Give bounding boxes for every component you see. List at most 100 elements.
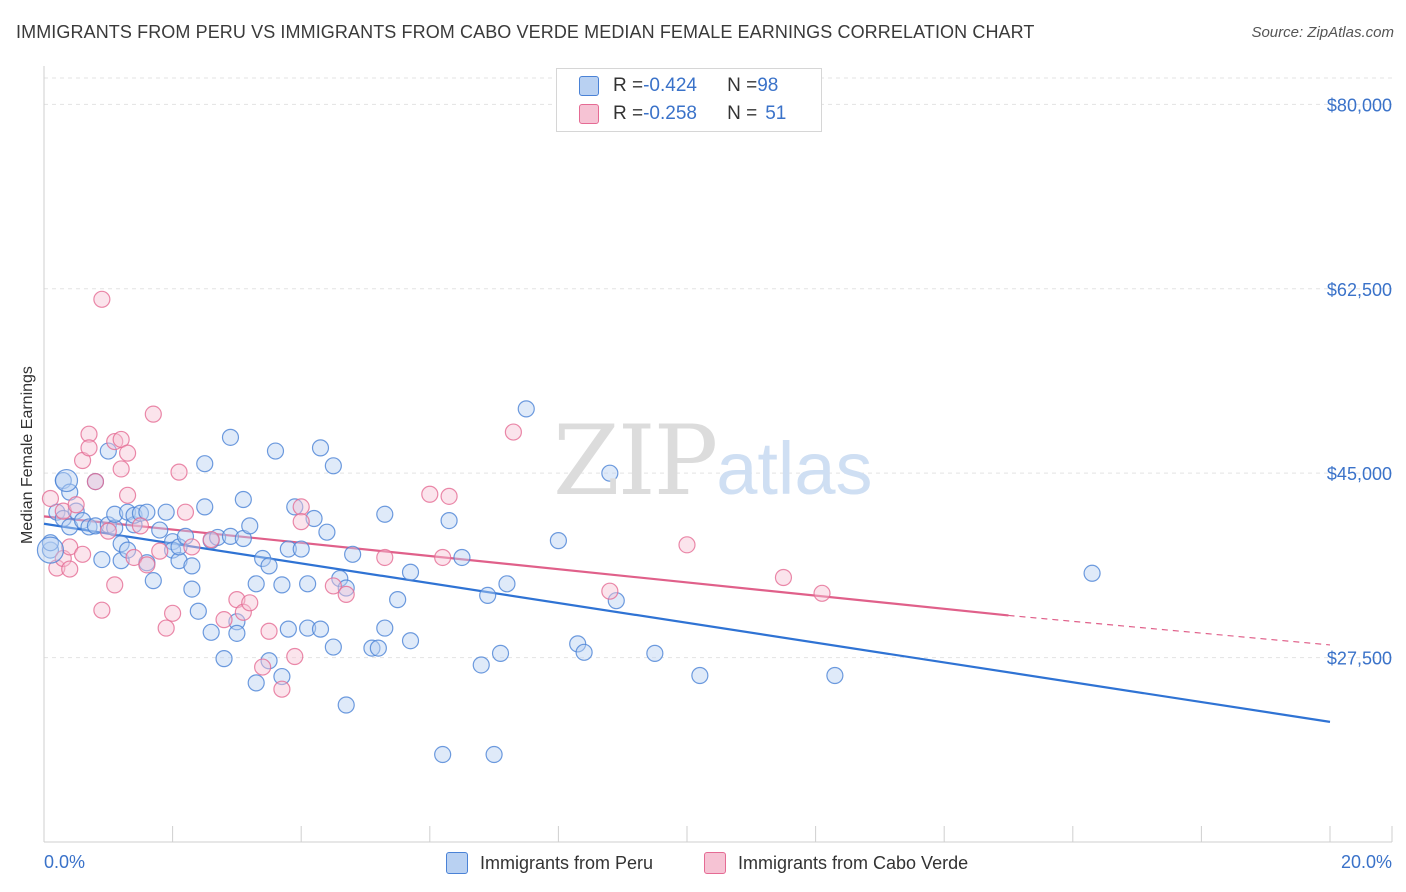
peru-point bbox=[86, 517, 105, 535]
gridlines bbox=[44, 77, 1392, 659]
cabo-verde-point bbox=[774, 568, 793, 587]
peru-point bbox=[691, 666, 709, 685]
cabo-verde-point bbox=[86, 473, 105, 491]
peru-point bbox=[491, 644, 510, 662]
peru-point bbox=[273, 576, 291, 594]
cabo-verde-point bbox=[118, 486, 137, 504]
cabo-verde-trend-line bbox=[43, 515, 1009, 617]
peru-point bbox=[369, 639, 387, 657]
watermark-zip: ZIP bbox=[553, 405, 718, 517]
cabo-verde-point bbox=[164, 604, 182, 622]
peru-point bbox=[401, 632, 420, 650]
cabo-verde-point bbox=[48, 559, 66, 577]
watermark: ZIPatlas bbox=[553, 405, 873, 517]
cabo-verde-point bbox=[106, 576, 124, 594]
peru-point bbox=[434, 745, 452, 764]
peru-point bbox=[472, 656, 490, 674]
peru-point bbox=[106, 505, 124, 523]
peru-point bbox=[176, 527, 195, 546]
peru-point bbox=[1083, 564, 1101, 582]
legend-r-label: R = bbox=[613, 103, 644, 124]
cabo-verde-point bbox=[292, 513, 310, 531]
peru-point bbox=[401, 563, 420, 581]
cabo-verde-point bbox=[93, 601, 111, 619]
cabo-verde-point bbox=[286, 647, 304, 666]
bottom-legend-peru: Immigrants from Peru bbox=[446, 852, 653, 874]
legend-n-label: N = bbox=[727, 103, 758, 124]
bottom-legend-label-cabo-verde: Immigrants from Cabo Verde bbox=[738, 852, 969, 873]
cabo-verde-point bbox=[125, 548, 143, 567]
peru-point bbox=[517, 400, 535, 418]
peru-point bbox=[228, 624, 246, 642]
peru-point bbox=[73, 511, 92, 530]
y-tick-label: $62,500 bbox=[1327, 280, 1392, 300]
peru-point bbox=[286, 498, 304, 516]
peru-point bbox=[151, 521, 169, 539]
peru-point bbox=[157, 503, 175, 521]
cabo-verde-point bbox=[41, 489, 60, 508]
source-label: Source: ZipAtlas.com bbox=[1251, 24, 1394, 41]
peru-point bbox=[273, 667, 291, 686]
legend-r-label: R = bbox=[613, 75, 644, 96]
trend-lines bbox=[43, 515, 1331, 723]
peru-point bbox=[324, 638, 342, 656]
peru-point bbox=[440, 511, 458, 530]
x-tick-labels: 0.0% 20.0% bbox=[44, 852, 1392, 872]
peru-point bbox=[189, 602, 207, 620]
peru-point bbox=[575, 643, 593, 661]
legend-r-value: -0.258 bbox=[643, 103, 697, 124]
peru-point bbox=[826, 666, 844, 685]
cabo-verde-point bbox=[61, 560, 79, 578]
peru-point bbox=[131, 504, 150, 522]
cabo-verde-point bbox=[254, 658, 272, 676]
cabo-verde-point bbox=[112, 460, 130, 478]
cabo-verde-trend-extension bbox=[1008, 614, 1331, 646]
legend-swatch-peru bbox=[579, 76, 599, 96]
axes bbox=[43, 66, 1393, 843]
cabo-verde-point bbox=[80, 425, 98, 443]
cabo-verde-point bbox=[601, 582, 619, 600]
peru-point bbox=[170, 538, 188, 556]
peru-point bbox=[279, 620, 297, 638]
cabo-verde-point bbox=[337, 585, 355, 603]
peru-point bbox=[221, 527, 240, 546]
peru-point bbox=[196, 455, 214, 473]
peru-point bbox=[170, 552, 188, 570]
cabo-verde-point bbox=[67, 496, 85, 514]
peru-point bbox=[209, 528, 227, 547]
peru-point bbox=[453, 548, 471, 567]
cabo-verde-point bbox=[183, 538, 201, 556]
legend-n-value: 51 bbox=[765, 103, 787, 124]
peru-point bbox=[337, 696, 355, 714]
cabo-verde-point bbox=[202, 530, 220, 549]
cabo-verde-point bbox=[421, 485, 439, 503]
cabo-verde-point bbox=[273, 680, 291, 698]
legend-row-peru: R = -0.424 N = 98 bbox=[579, 73, 778, 99]
peru-point bbox=[389, 591, 407, 609]
peru-point bbox=[215, 650, 233, 668]
cabo-verde-point bbox=[434, 548, 452, 567]
peru-point bbox=[80, 518, 98, 536]
peru-point bbox=[337, 579, 355, 597]
cabo-verde-point bbox=[504, 423, 522, 441]
cabo-verde-point bbox=[73, 545, 92, 563]
peru-point bbox=[93, 550, 111, 569]
peru-point bbox=[363, 639, 381, 657]
peru-point bbox=[344, 545, 362, 563]
bottom-legend-swatch-cabo-verde bbox=[704, 852, 726, 874]
peru-point bbox=[607, 592, 625, 610]
cabo-verde-point bbox=[80, 439, 98, 457]
peru-point bbox=[311, 439, 330, 457]
watermark-atlas: atlas bbox=[716, 427, 873, 510]
cabo-verde-point bbox=[138, 556, 156, 574]
cabo-verde-point bbox=[131, 517, 150, 535]
peru-point bbox=[196, 498, 214, 516]
cabo-verde-point bbox=[440, 487, 458, 505]
peru-point bbox=[183, 557, 201, 575]
cabo-verde-point bbox=[813, 584, 831, 602]
cabo-verde-point bbox=[260, 622, 278, 640]
peru-point-cluster bbox=[36, 536, 65, 564]
cabo-verde-point bbox=[678, 536, 696, 554]
peru-point bbox=[112, 552, 130, 570]
